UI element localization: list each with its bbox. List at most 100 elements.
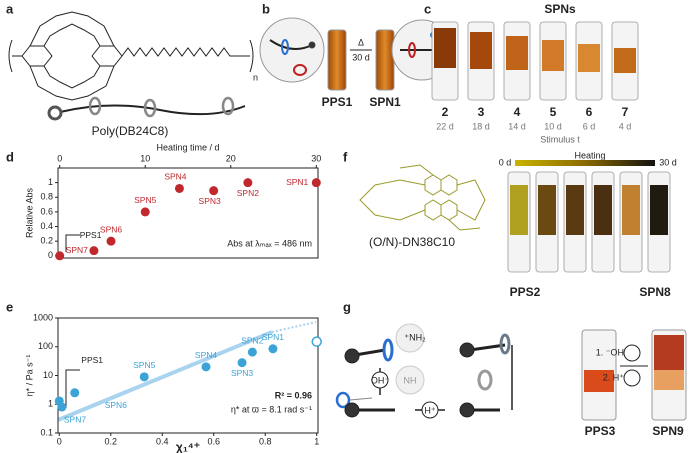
sample-label: 4: [514, 105, 521, 119]
network-schematic-part: [269, 39, 313, 50]
y-axis-label: Relative Abs: [24, 187, 34, 238]
data-point: [106, 236, 116, 246]
vial-label: PPS2: [510, 285, 541, 299]
x-tick-label: 30: [311, 153, 321, 163]
data-point: [311, 336, 322, 347]
vial-content: [470, 32, 492, 69]
data-point: [55, 251, 65, 261]
point-label: SPN5: [134, 195, 156, 205]
mechanism-schematic-part: [395, 365, 425, 395]
time-label: 18 d: [472, 121, 490, 131]
mechanism-schematic-part: [654, 335, 684, 370]
step-label: 2. H⁺: [603, 372, 625, 382]
vial-label: SPN9: [652, 424, 684, 438]
vial-content: [594, 185, 612, 235]
vial-content: [566, 185, 584, 235]
panel-title: SPNs: [544, 2, 576, 16]
point-label: SPN7: [66, 245, 88, 255]
mechanism-schematic-part: [344, 402, 360, 418]
sample-label: 3: [478, 105, 485, 119]
vial-label: SPN1: [369, 95, 401, 109]
sample-label: 6: [586, 105, 593, 119]
polymer-structure-part: [121, 47, 250, 57]
y-tick-label: 100: [38, 341, 53, 351]
x-tick-label: 0.2: [105, 436, 118, 446]
time-label: 10 d: [544, 121, 562, 131]
gradient-end: 30 d: [659, 157, 677, 167]
data-point: [209, 186, 219, 196]
mechanism-schematic-part: [349, 397, 373, 401]
macrocycle-structure-part: [424, 199, 442, 221]
data-point: [140, 207, 150, 217]
mechanism-schematic-part: [395, 323, 425, 353]
data-point: [89, 246, 99, 256]
network-schematic-part: [281, 39, 289, 55]
point-label: SPN6: [105, 400, 127, 410]
network-schematic-part: [327, 29, 347, 91]
mechanism-schematic-part: [623, 344, 641, 362]
species-label: NH: [404, 375, 417, 385]
macrocycle-structure-part: [424, 174, 442, 196]
y-tick-label: 0.1: [40, 427, 53, 437]
reagent-label: H⁺: [424, 405, 435, 415]
macrocycle-structure-part: [440, 174, 458, 196]
mechanism-schematic-part: [371, 371, 389, 389]
time-label: 4 d: [619, 121, 632, 131]
point-label: SPN2: [241, 335, 263, 345]
y-tick-label: 0.8: [40, 192, 53, 202]
mechanism-schematic-part: [421, 401, 439, 419]
y-tick-label: 0.4: [40, 221, 53, 231]
annotation: Abs at λₘₐₓ = 486 nm: [227, 238, 312, 248]
x-tick-label: 20: [226, 153, 236, 163]
point-label: SPN5: [133, 360, 155, 370]
arrow-time: 30 d: [352, 52, 370, 62]
mechanism-schematic-part: [469, 343, 506, 352]
fit-line: [57, 330, 273, 422]
y-axis-label: η* / Pa s⁻¹: [24, 355, 34, 397]
repeat-unit: n: [253, 72, 258, 82]
point-label: SPN1: [286, 177, 308, 187]
polymer-structure-part: [21, 45, 53, 67]
arrow-label: Δ: [358, 37, 364, 47]
plot-frame: [57, 167, 319, 259]
label-leader: [65, 234, 80, 252]
mechanism-schematic-part: [623, 369, 641, 387]
polymer-structure-part: [221, 96, 235, 116]
data-point: [247, 347, 257, 357]
point-label: SPN3: [199, 196, 221, 206]
x-tick-label: 10: [140, 153, 150, 163]
data-point: [57, 402, 67, 412]
polymer-structure-part: [91, 45, 123, 67]
polymer-structure-part: [8, 39, 254, 73]
data-point: [237, 358, 247, 368]
point-label: PPS1: [80, 230, 102, 240]
panel-letter: g: [343, 299, 351, 314]
x-axis-label: Heating time / d: [156, 142, 219, 152]
gradient-start: 0 d: [499, 157, 512, 167]
vial-label: PPS3: [585, 424, 616, 438]
polymer-structure-part: [143, 98, 157, 118]
data-point: [268, 344, 278, 354]
point-label: SPN1: [262, 332, 284, 342]
data-point: [201, 362, 211, 372]
polymer-structure-part: [59, 104, 246, 116]
point-label: SPN6: [100, 224, 122, 234]
y-tick-label: 0.6: [40, 206, 53, 216]
polymer-name: Poly(DB24C8): [92, 124, 169, 138]
macrocycle-structure: [359, 164, 486, 231]
mechanism-schematic-part: [354, 348, 386, 357]
polymer-structure-part: [88, 96, 102, 116]
fit-extrapolation: [271, 321, 317, 333]
sample-label: 7: [622, 105, 629, 119]
network-schematic-part: [308, 41, 316, 49]
macrocycle-structure-part: [359, 164, 486, 231]
vial-content: [614, 48, 636, 73]
mechanism-schematic-part: [344, 348, 360, 364]
time-label: 6 d: [583, 121, 596, 131]
data-point: [311, 178, 321, 188]
panel-letter: e: [6, 299, 13, 314]
y-tick-label: 1000: [33, 312, 53, 322]
vials: [507, 171, 671, 273]
chart: 0 10 20 30 Heating time / d 0 0.2 0.4 0.6 0.8 1 Rel…: [24, 142, 321, 261]
